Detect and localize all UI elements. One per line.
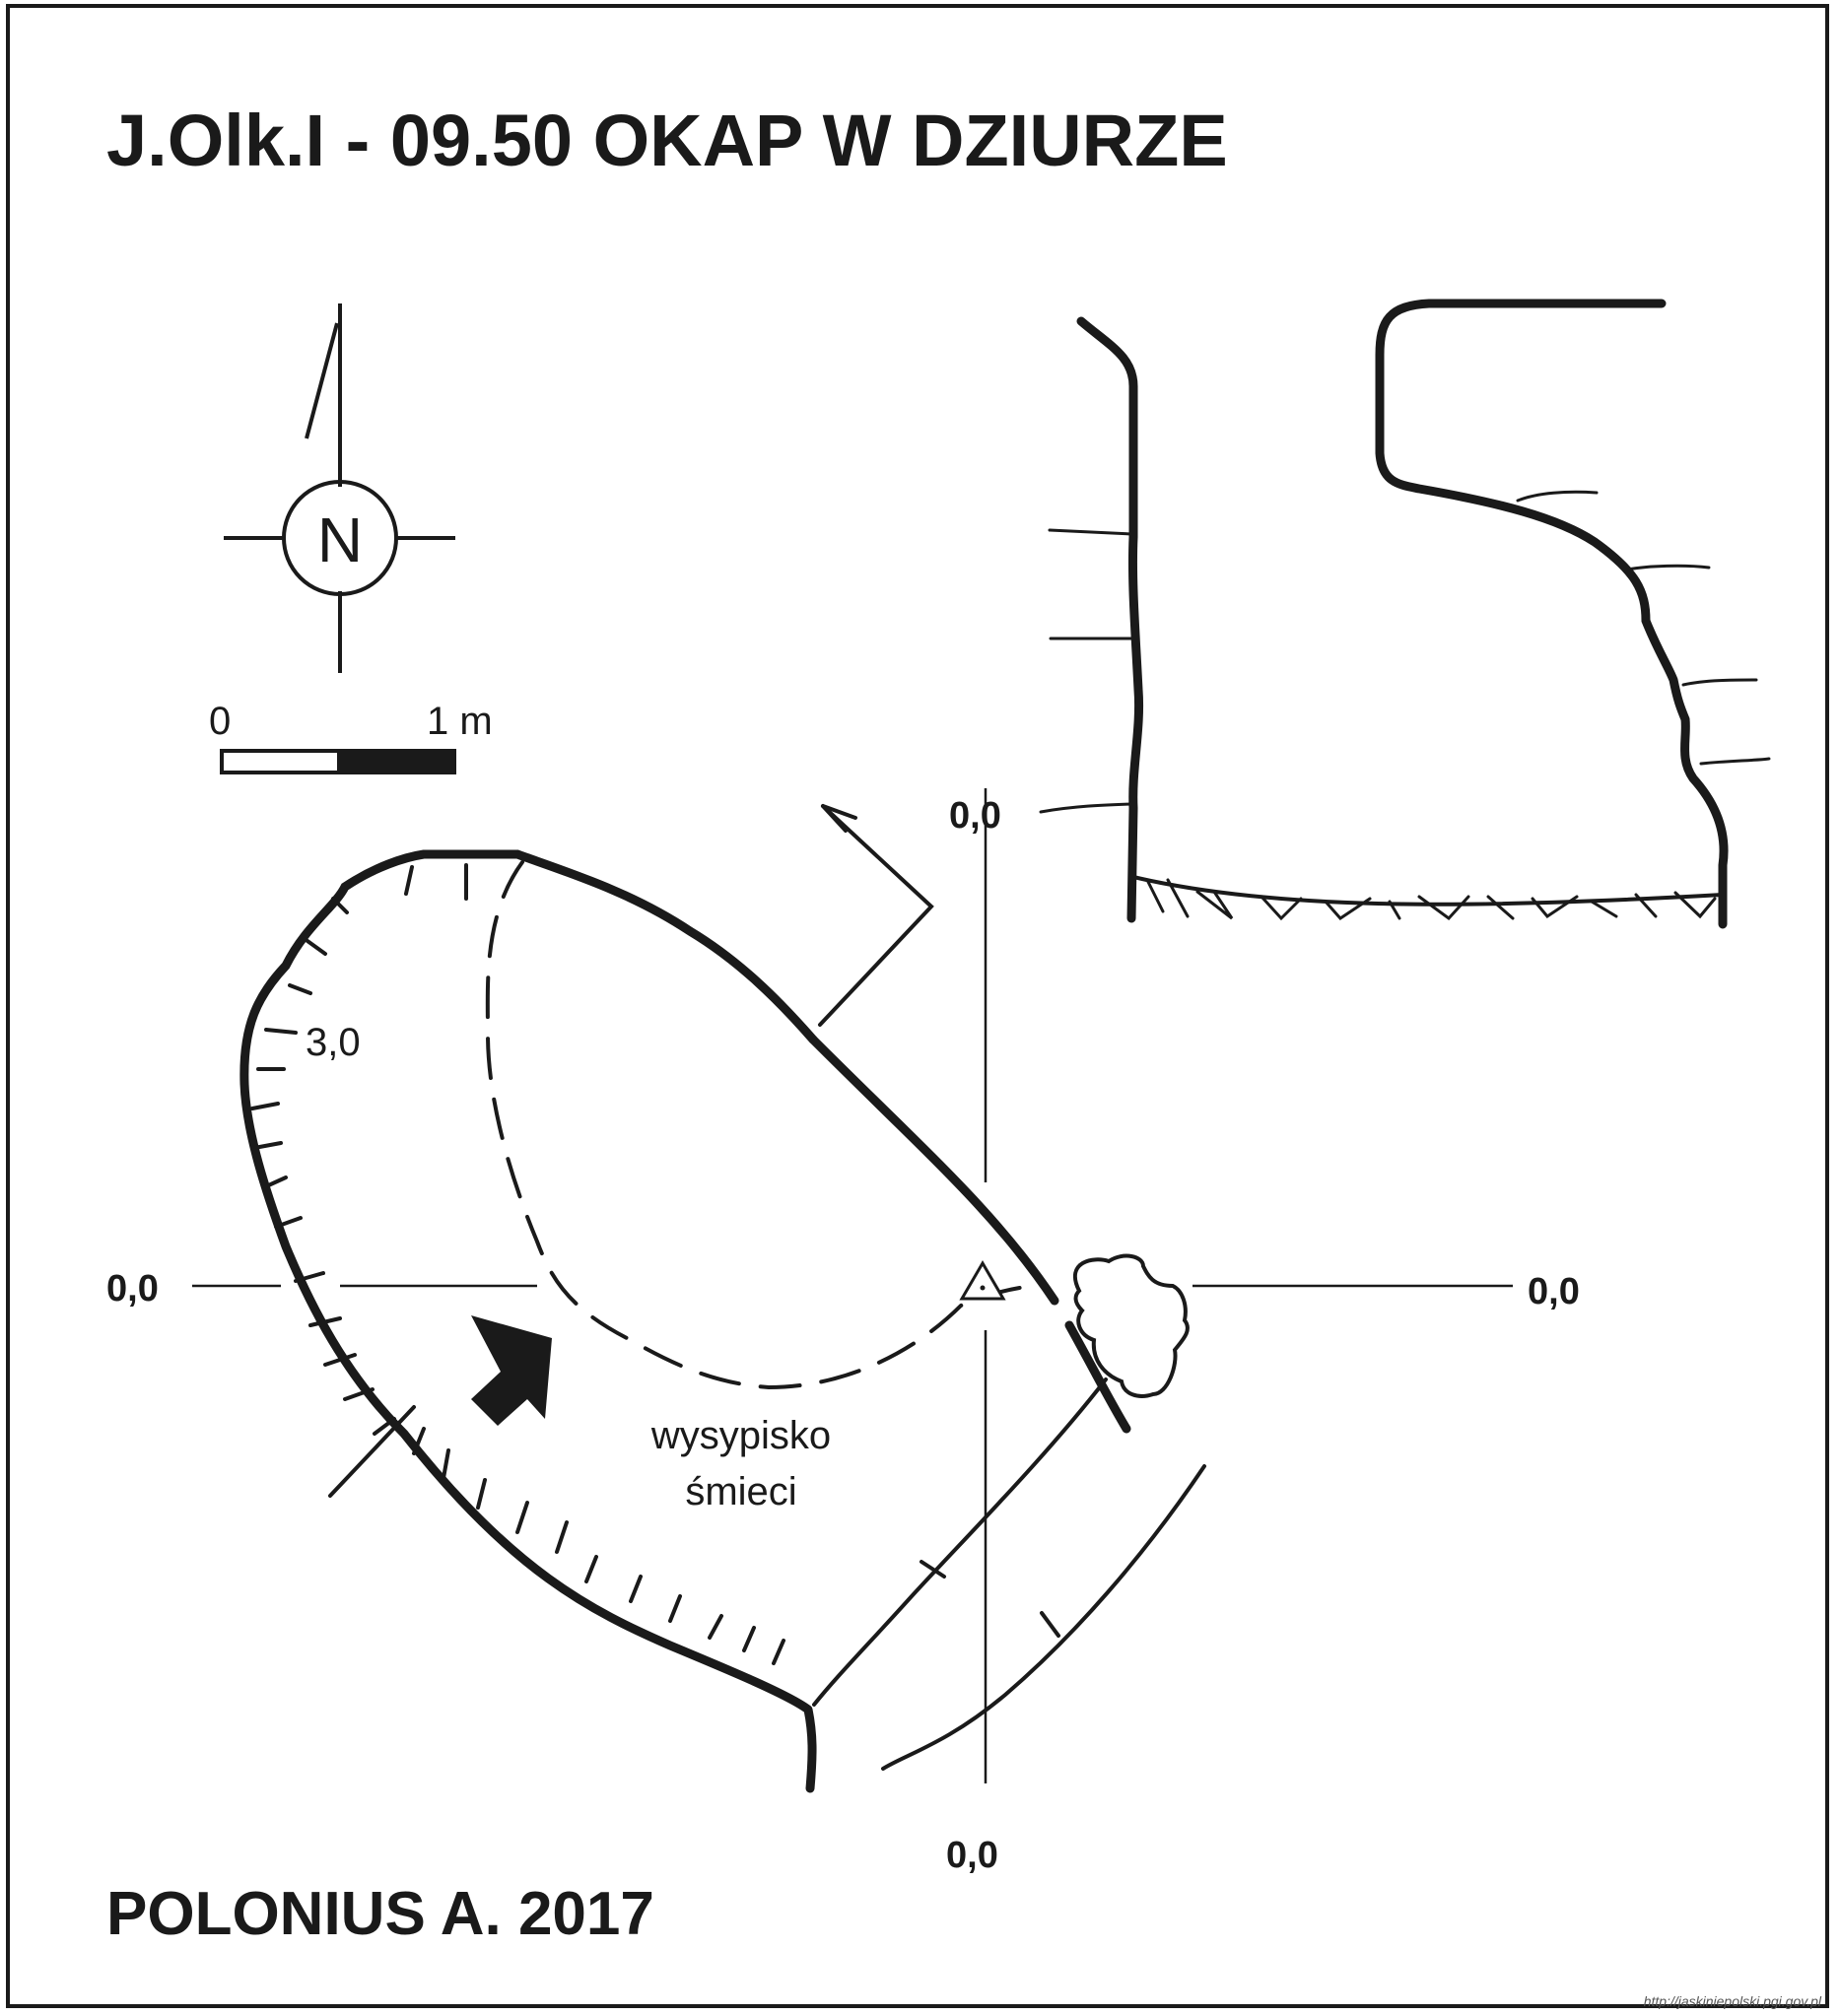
annotation-line1: wysypisko xyxy=(650,1414,831,1457)
compass-north-letter: N xyxy=(317,504,363,575)
axis-label-right: 0,0 xyxy=(1528,1271,1580,1312)
survey-grid-lines xyxy=(192,788,1513,1783)
scale-start-label: 0 xyxy=(209,700,231,743)
page-frame xyxy=(6,4,1829,2008)
scale-bar xyxy=(220,749,456,774)
source-credit: http://jaskiniepolski.pgi.gov.pl xyxy=(1644,1993,1822,2009)
axis-label-bottom: 0,0 xyxy=(946,1835,998,1876)
entrance-arrow-icon xyxy=(471,1315,552,1426)
author-line: POLONIUS A. 2017 xyxy=(106,1880,654,1948)
annotation-line2: śmieci xyxy=(685,1470,796,1513)
scale-end-label: 1 m xyxy=(427,700,493,743)
compass-icon xyxy=(224,303,455,673)
depth-label: 3,0 xyxy=(306,1021,361,1064)
survey-point-icon xyxy=(959,1260,1006,1301)
cave-plan xyxy=(239,804,1206,1793)
cross-section xyxy=(1039,299,1771,929)
map-title: J.Olk.I - 09.50 OKAP W DZIURZE xyxy=(106,100,1228,181)
axis-label-top: 0,0 xyxy=(949,795,1001,837)
axis-label-left: 0,0 xyxy=(106,1268,159,1310)
